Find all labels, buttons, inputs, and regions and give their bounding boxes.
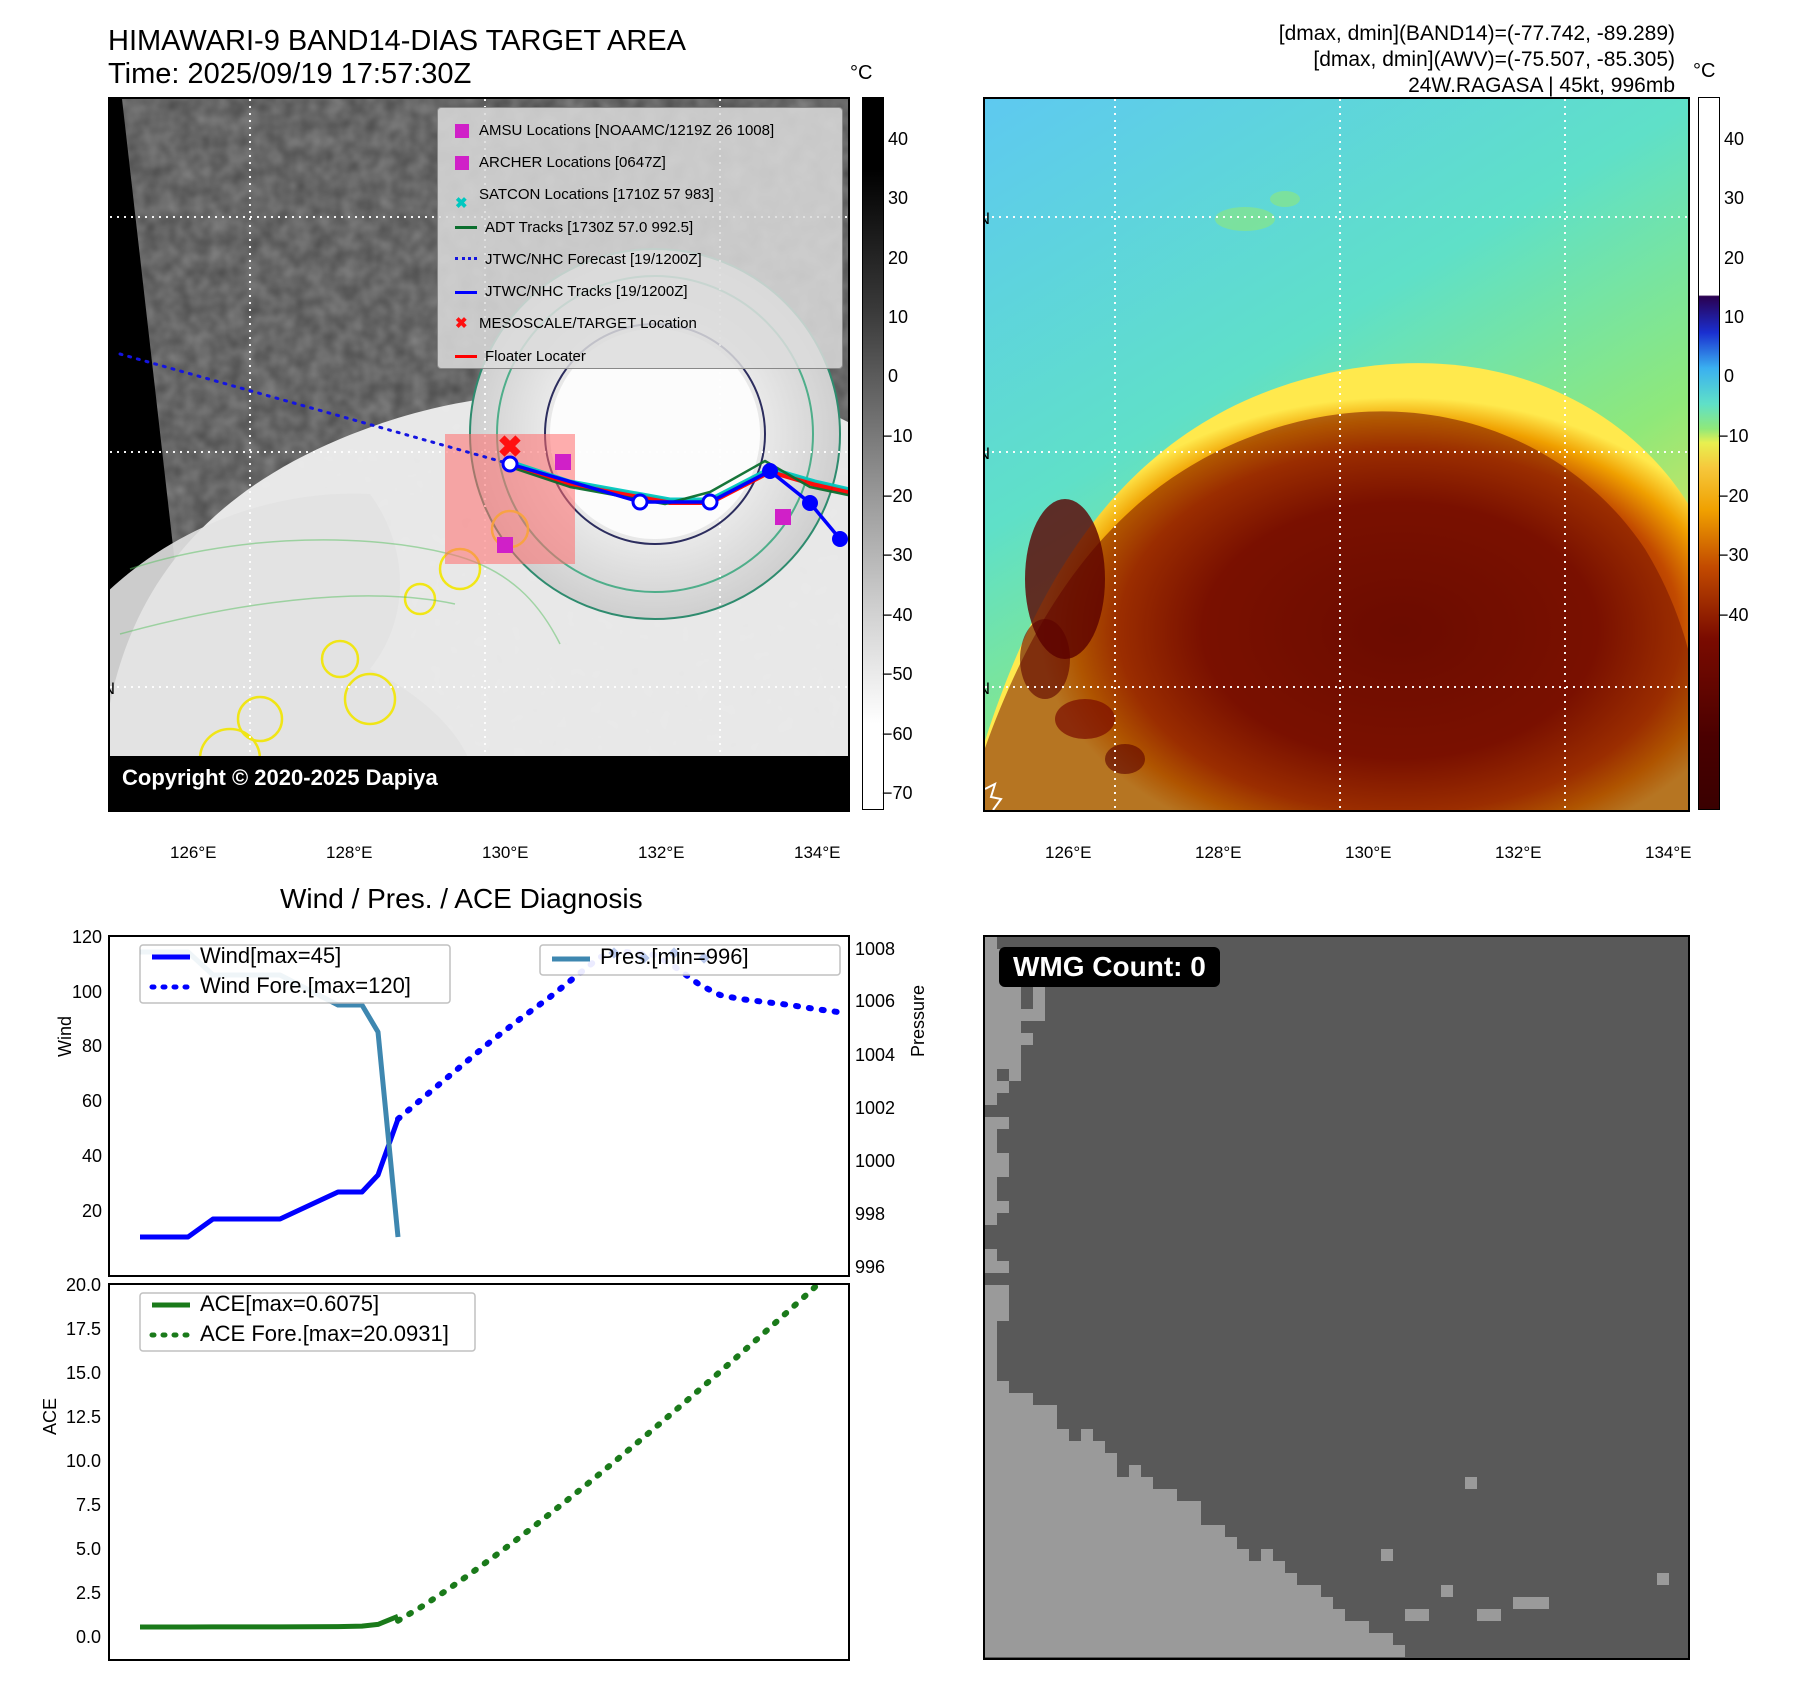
svg-text:Pres.[min=996]: Pres.[min=996] <box>600 944 749 969</box>
svg-text:ACE[max=0.6075]: ACE[max=0.6075] <box>200 1291 379 1316</box>
svg-text:ACE Fore.[max=20.0931]: ACE Fore.[max=20.0931] <box>200 1321 449 1346</box>
svg-text:Wind[max=45]: Wind[max=45] <box>200 943 341 968</box>
svg-text:Wind Fore.[max=120]: Wind Fore.[max=120] <box>200 973 411 998</box>
svg-text:✖: ✖ <box>497 431 522 464</box>
